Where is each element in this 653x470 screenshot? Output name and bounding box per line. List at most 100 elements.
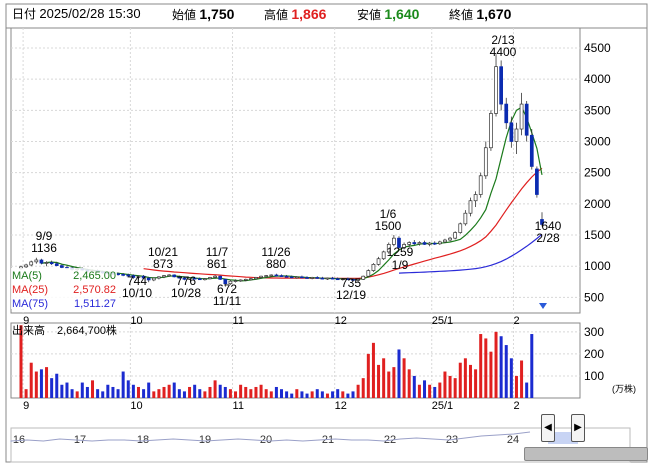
ma75-legend-label: MA(75) — [12, 298, 48, 310]
volume-bar — [131, 384, 135, 398]
volume-bar — [60, 384, 64, 398]
volume-bar — [24, 389, 28, 398]
candle-body — [458, 223, 463, 233]
volume-bar — [458, 362, 462, 398]
volume-tick-label: 200 — [584, 347, 604, 361]
ma75-legend-value: 1,511.27 — [74, 298, 116, 310]
navigator-right-handle[interactable]: ▶ — [571, 414, 585, 442]
volume-bar — [351, 391, 355, 398]
volume-bar — [382, 358, 386, 398]
candle-body — [437, 241, 442, 245]
ma75-line — [398, 233, 543, 274]
ma25-legend-label: MA(25) — [12, 284, 48, 296]
price-tick-label: 2500 — [584, 166, 611, 180]
candle-body — [54, 263, 59, 266]
candle-body — [483, 147, 488, 177]
annotation-date: 12/19 — [336, 288, 366, 302]
month-label: 2 — [513, 315, 519, 327]
candle-body — [494, 66, 498, 114]
candle-body — [162, 275, 166, 278]
navigator-date-label: 20 — [260, 434, 272, 446]
annotation-date: 1/6 — [380, 207, 397, 221]
navigator-scrollbar[interactable] — [524, 447, 648, 461]
candle-body — [468, 200, 473, 214]
annotation-value: 1500 — [375, 219, 402, 233]
annotation-value: 4400 — [490, 45, 517, 59]
navigator-trend-line — [10, 431, 531, 442]
candle-body — [254, 277, 258, 280]
month-label: 2 — [513, 400, 519, 412]
candle-body — [44, 262, 49, 264]
candle-body — [407, 242, 412, 245]
volume-bar — [34, 371, 38, 398]
candle-body — [167, 274, 171, 277]
candle-body — [34, 259, 39, 263]
volume-bar — [249, 389, 253, 398]
candle-body — [249, 278, 253, 281]
volume-bar — [259, 384, 263, 398]
candlesticks — [19, 54, 544, 287]
volume-bar — [325, 393, 329, 398]
volume-bar — [264, 389, 268, 398]
latest-marker-icon — [539, 303, 547, 309]
navigator[interactable]: 16 17 18 19 20 21 22 23 24 — [10, 431, 578, 446]
price-tick-label: 1000 — [584, 259, 611, 273]
annotation-date: 10/10 — [122, 286, 152, 300]
navigator-left-handle[interactable]: ◀ — [541, 414, 555, 442]
candle-body — [243, 278, 248, 281]
candle-body — [432, 242, 437, 245]
price-tick-label: 2000 — [584, 197, 611, 211]
volume-bar — [423, 380, 427, 398]
candle-body — [504, 103, 509, 124]
volume-bar — [387, 371, 391, 398]
volume-bar — [468, 364, 472, 398]
volume-bar — [203, 391, 207, 398]
candle-body — [187, 277, 192, 280]
candle-body — [427, 242, 432, 245]
volume-bar — [474, 369, 478, 398]
candle-body — [284, 275, 289, 278]
candle-body — [376, 258, 381, 265]
volume-bar — [514, 375, 518, 398]
price-tick-label: 4000 — [584, 72, 611, 86]
volume-bar — [239, 384, 243, 398]
volume-bar — [193, 384, 197, 398]
candle-body — [417, 242, 422, 245]
grid-lines — [11, 28, 580, 398]
candle-body — [499, 66, 503, 105]
volume-bar — [167, 384, 171, 398]
annotation-value: 873 — [153, 257, 173, 271]
volume-bar — [198, 389, 202, 398]
volume-bar — [290, 393, 294, 398]
volume-bar — [397, 349, 401, 398]
volume-bar — [228, 389, 232, 398]
volume-bar — [96, 389, 100, 398]
candle-body — [218, 275, 223, 280]
volume-bar — [356, 384, 360, 398]
annotation-date: 2/28 — [536, 231, 560, 245]
candle-body — [325, 277, 330, 280]
candle-body — [448, 237, 452, 241]
price-tick-label: 3000 — [584, 135, 611, 149]
candle-body — [529, 134, 534, 167]
candle-body — [392, 237, 396, 245]
candle-body — [489, 113, 493, 149]
candle-body — [294, 276, 299, 279]
ma25-legend-value: 2,570.82 — [73, 284, 116, 296]
volume-bar — [111, 386, 115, 398]
candle-body — [157, 276, 161, 279]
candle-body — [203, 278, 207, 281]
candle-body — [535, 168, 539, 195]
candle-body — [259, 275, 263, 278]
candle-body — [182, 277, 187, 280]
volume-bar — [331, 391, 335, 398]
axis-labels: 500 1000 1500 2000 2500 3000 3500 4000 4500 100 20… — [23, 41, 611, 412]
volume-bar — [520, 360, 524, 398]
volume-bar — [136, 386, 140, 398]
annotation-value: 1259 — [387, 245, 414, 259]
month-label: 10 — [130, 315, 142, 327]
volume-bar — [305, 393, 309, 398]
date-value: 2025/02/28 15:30 — [39, 6, 141, 21]
volume-bar — [530, 334, 534, 398]
